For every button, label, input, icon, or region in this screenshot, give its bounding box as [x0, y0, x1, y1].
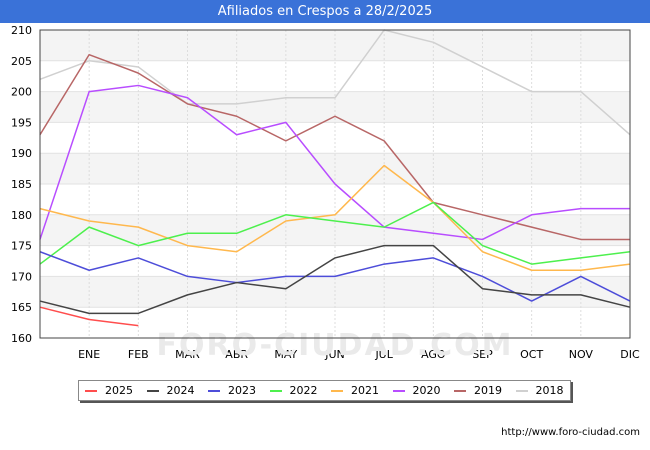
- legend-label: 2023: [228, 384, 256, 397]
- y-tick-label: 165: [11, 301, 32, 314]
- series-line-2019: [39, 53, 630, 241]
- legend-item-2020: 2020: [392, 381, 441, 400]
- series-line-2025: [39, 306, 139, 327]
- y-tick-label: 200: [11, 86, 32, 99]
- legend-item-2019: 2019: [454, 381, 502, 400]
- legend-label: 2018: [535, 384, 564, 397]
- y-tick-label: 160: [11, 332, 32, 345]
- chart-title: Afiliados en Crespos a 28/2/2025: [0, 0, 650, 23]
- source-url: http://www.foro-ciudad.com: [501, 427, 640, 438]
- legend-label: 2025: [105, 384, 133, 397]
- y-tick-label: 205: [11, 55, 32, 68]
- line-chart: 160 165 170 175 180 185 190 195 200 205 210 ENE FEB M…: [11, 24, 640, 363]
- series-line-2020: [39, 84, 630, 241]
- x-tick-label: JUL: [374, 348, 393, 361]
- y-tick-label: 170: [11, 270, 32, 283]
- legend-label: 2021: [351, 384, 379, 397]
- legend-swatch: [208, 389, 220, 392]
- legend-label: 2019: [474, 384, 502, 397]
- legend-item-2022: 2022: [269, 381, 318, 400]
- series-line-2021: [39, 164, 631, 271]
- legend-swatch: [331, 389, 343, 392]
- plot-frame: [39, 29, 631, 339]
- legend-label: 2024: [166, 384, 195, 397]
- x-tick-label: MAY: [274, 348, 297, 361]
- x-tick-label: DIC: [620, 348, 640, 361]
- x-tick-label: ENE: [78, 348, 100, 361]
- watermark-text: FORO-CIUDAD.COM: [157, 328, 514, 363]
- series-line-2018: [39, 29, 631, 136]
- y-tick-label: 175: [11, 240, 32, 253]
- legend-swatch: [85, 389, 97, 392]
- y-tick-label: 190: [11, 147, 32, 160]
- series-line-2022: [39, 201, 631, 265]
- x-tick-label: NOV: [569, 348, 594, 361]
- y-tick-label: 180: [11, 209, 32, 222]
- legend-swatch: [146, 389, 159, 392]
- legend-item-2024: 2024: [146, 381, 195, 400]
- y-tick-label: 210: [11, 24, 32, 37]
- legend-swatch: [515, 389, 528, 392]
- x-tick-label: JUN: [324, 348, 345, 361]
- y-tick-label: 185: [11, 178, 32, 191]
- legend-label: 2020: [412, 384, 441, 397]
- legend-swatch: [454, 389, 466, 392]
- legend-item-2018: 2018: [515, 381, 564, 400]
- legend-item-2021: 2021: [331, 381, 379, 400]
- y-tick-label: 195: [11, 116, 32, 129]
- series-line-2024: [39, 244, 631, 315]
- legend-label: 2022: [289, 384, 318, 397]
- x-tick-label: AGO: [421, 348, 446, 361]
- x-tick-label: ABR: [225, 348, 248, 361]
- x-tick-label: FEB: [128, 348, 149, 361]
- legend-item-2023: 2023: [208, 381, 256, 400]
- x-tick-label: SEP: [472, 348, 493, 361]
- x-tick-label: MAR: [175, 348, 200, 361]
- legend-item-2025: 2025: [85, 381, 133, 400]
- series-line-2023: [39, 251, 631, 302]
- legend-swatch: [269, 389, 282, 392]
- x-tick-label: OCT: [520, 348, 543, 361]
- legend: 2025 2024 2023 2022 2021 2020 2019 2018: [78, 380, 571, 401]
- legend-swatch: [392, 389, 405, 392]
